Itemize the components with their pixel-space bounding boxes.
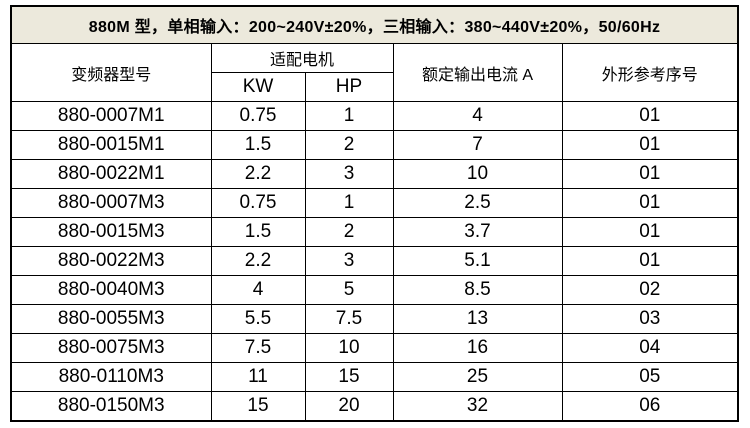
table-row: 880-0007M1 0.75 1 4 01 [10, 101, 739, 131]
col-header-hp: HP [304, 72, 394, 102]
table-row: 880-0015M3 1.5 2 3.7 01 [10, 217, 739, 247]
header-row-units: KW HP [11, 72, 738, 102]
model-cell: 880-0150M3 [10, 391, 212, 422]
ref-cell: 01 [561, 188, 739, 218]
table-row: 880-0075M3 7.5 10 16 04 [10, 333, 739, 363]
hp-cell: 1 [304, 101, 394, 131]
model-cell: 880-0110M3 [10, 362, 212, 392]
hp-cell: 2 [304, 217, 394, 247]
current-cell: 13 [392, 304, 563, 334]
table-title: 880M 型，单相输入：200~240V±20%，三相输入：380~440V±2… [10, 5, 739, 44]
table-row: 880-0055M3 5.5 7.5 13 03 [10, 304, 739, 334]
table-body: 880-0007M1 0.75 1 4 01 880-0015M1 1.5 2 7 01 880-0… [10, 101, 739, 422]
kw-cell: 1.5 [210, 217, 306, 247]
ref-cell: 01 [561, 217, 739, 247]
model-cell: 880-0022M1 [10, 159, 212, 189]
kw-cell: 1.5 [210, 130, 306, 160]
model-cell: 880-0075M3 [10, 333, 212, 363]
col-header-kw: KW [210, 72, 306, 102]
current-cell: 32 [392, 391, 563, 422]
hp-cell: 7.5 [304, 304, 394, 334]
hp-cell: 20 [304, 391, 394, 422]
table-row: 880-0150M3 15 20 32 06 [10, 391, 739, 422]
current-cell: 25 [392, 362, 563, 392]
col-header-motor-group: 适配电机 [210, 43, 394, 73]
hp-cell: 10 [304, 333, 394, 363]
table-row: 880-0015M1 1.5 2 7 01 [10, 130, 739, 160]
current-cell: 2.5 [392, 188, 563, 218]
ref-cell: 06 [561, 391, 739, 422]
header-row-top: 变频器型号 适配电机 额定输出电流 A 外形参考序号 [10, 43, 739, 102]
ref-cell: 01 [561, 130, 739, 160]
table-row: 880-0040M3 4 5 8.5 02 [10, 275, 739, 305]
ref-cell: 04 [561, 333, 739, 363]
kw-cell: 0.75 [210, 188, 306, 218]
ref-cell: 03 [561, 304, 739, 334]
hp-cell: 3 [304, 159, 394, 189]
inverter-spec-table: 880M 型，单相输入：200~240V±20%，三相输入：380~440V±2… [10, 5, 740, 422]
ref-cell: 05 [561, 362, 739, 392]
kw-cell: 7.5 [210, 333, 306, 363]
hp-cell: 1 [304, 188, 394, 218]
hp-cell: 15 [304, 362, 394, 392]
current-cell: 10 [392, 159, 563, 189]
kw-cell: 11 [210, 362, 306, 392]
ref-cell: 01 [561, 101, 739, 131]
current-cell: 7 [392, 130, 563, 160]
current-cell: 3.7 [392, 217, 563, 247]
model-cell: 880-0007M1 [10, 101, 212, 131]
current-cell: 5.1 [392, 246, 563, 276]
hp-cell: 3 [304, 246, 394, 276]
table-row: 880-0022M3 2.2 3 5.1 01 [10, 246, 739, 276]
model-cell: 880-0040M3 [10, 275, 212, 305]
current-cell: 4 [392, 101, 563, 131]
title-row: 880M 型，单相输入：200~240V±20%，三相输入：380~440V±2… [10, 5, 739, 44]
table-row: 880-0022M1 2.2 3 10 01 [10, 159, 739, 189]
model-cell: 880-0022M3 [10, 246, 212, 276]
model-cell: 880-0007M3 [10, 188, 212, 218]
model-cell: 880-0055M3 [10, 304, 212, 334]
hp-cell: 2 [304, 130, 394, 160]
ref-cell: 01 [561, 246, 739, 276]
model-cell: 880-0015M1 [10, 130, 212, 160]
kw-cell: 15 [210, 391, 306, 422]
kw-cell: 4 [210, 275, 306, 305]
col-header-ref: 外形参考序号 [561, 43, 739, 102]
ref-cell: 01 [561, 159, 739, 189]
table-header: 880M 型，单相输入：200~240V±20%，三相输入：380~440V±2… [10, 5, 739, 102]
col-header-model: 变频器型号 [10, 43, 212, 102]
kw-cell: 5.5 [210, 304, 306, 334]
kw-cell: 2.2 [210, 246, 306, 276]
ref-cell: 02 [561, 275, 739, 305]
current-cell: 16 [392, 333, 563, 363]
model-cell: 880-0015M3 [10, 217, 212, 247]
current-cell: 8.5 [392, 275, 563, 305]
table-row: 880-0110M3 11 15 25 05 [10, 362, 739, 392]
col-header-current: 额定输出电流 A [392, 43, 563, 102]
hp-cell: 5 [304, 275, 394, 305]
table-row: 880-0007M3 0.75 1 2.5 01 [10, 188, 739, 218]
kw-cell: 0.75 [210, 101, 306, 131]
kw-cell: 2.2 [210, 159, 306, 189]
